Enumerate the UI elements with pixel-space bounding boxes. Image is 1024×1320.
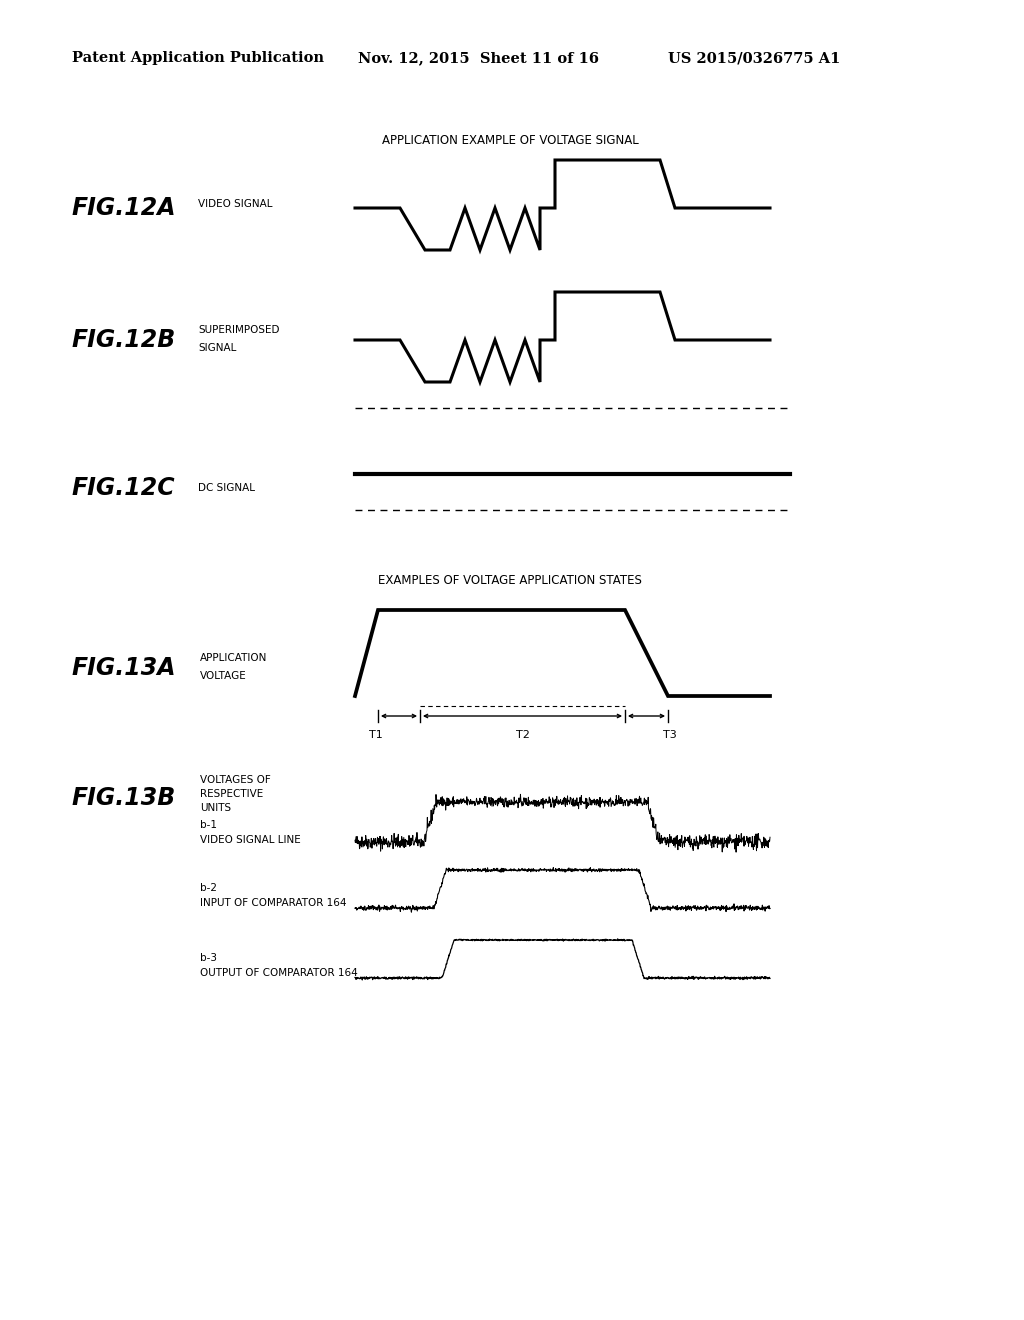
Text: Nov. 12, 2015  Sheet 11 of 16: Nov. 12, 2015 Sheet 11 of 16: [358, 51, 599, 65]
Text: APPLICATION: APPLICATION: [200, 653, 267, 663]
Text: RESPECTIVE: RESPECTIVE: [200, 789, 263, 799]
Text: INPUT OF COMPARATOR 164: INPUT OF COMPARATOR 164: [200, 898, 346, 908]
Text: T3: T3: [664, 730, 677, 741]
Text: T2: T2: [515, 730, 529, 741]
Text: SUPERIMPOSED: SUPERIMPOSED: [198, 325, 280, 335]
Text: EXAMPLES OF VOLTAGE APPLICATION STATES: EXAMPLES OF VOLTAGE APPLICATION STATES: [378, 573, 642, 586]
Text: b-1: b-1: [200, 820, 217, 830]
Text: VOLTAGES OF: VOLTAGES OF: [200, 775, 270, 785]
Text: UNITS: UNITS: [200, 803, 231, 813]
Text: b-3: b-3: [200, 953, 217, 964]
Text: OUTPUT OF COMPARATOR 164: OUTPUT OF COMPARATOR 164: [200, 968, 357, 978]
Text: US 2015/0326775 A1: US 2015/0326775 A1: [668, 51, 841, 65]
Text: VOLTAGE: VOLTAGE: [200, 671, 247, 681]
Text: DC SIGNAL: DC SIGNAL: [198, 483, 255, 492]
Text: FIG.13A: FIG.13A: [72, 656, 176, 680]
Text: VIDEO SIGNAL LINE: VIDEO SIGNAL LINE: [200, 836, 301, 845]
Text: b-2: b-2: [200, 883, 217, 894]
Text: FIG.13B: FIG.13B: [72, 785, 176, 810]
Text: APPLICATION EXAMPLE OF VOLTAGE SIGNAL: APPLICATION EXAMPLE OF VOLTAGE SIGNAL: [382, 133, 638, 147]
Text: Patent Application Publication: Patent Application Publication: [72, 51, 324, 65]
Text: SIGNAL: SIGNAL: [198, 343, 237, 352]
Text: FIG.12C: FIG.12C: [72, 477, 176, 500]
Text: FIG.12A: FIG.12A: [72, 195, 176, 220]
Text: T1: T1: [369, 730, 383, 741]
Text: FIG.12B: FIG.12B: [72, 327, 176, 352]
Text: VIDEO SIGNAL: VIDEO SIGNAL: [198, 199, 272, 209]
